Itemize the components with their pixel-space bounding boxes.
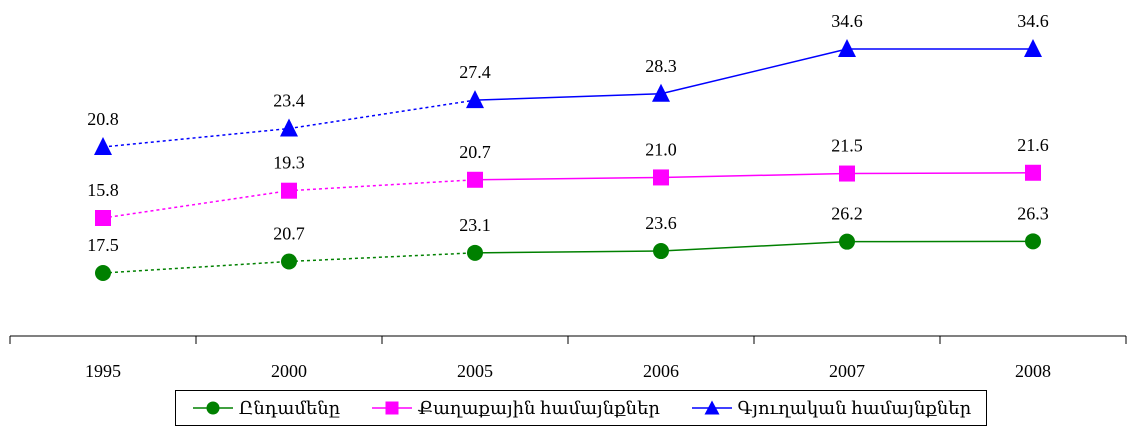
legend-item-total: Ընդամենը — [191, 398, 340, 419]
data-point — [653, 243, 669, 260]
data-label: 21.6 — [1017, 135, 1049, 155]
x-tick-label: 2008 — [1015, 361, 1051, 381]
data-label: 27.4 — [459, 62, 491, 82]
data-point — [839, 165, 855, 182]
x-tick-label: 2006 — [643, 361, 679, 381]
series-line-segment — [288, 99, 476, 130]
data-label: 23.1 — [459, 215, 491, 235]
data-point — [652, 83, 670, 102]
series-line-segment — [660, 240, 848, 252]
data-point — [280, 118, 298, 137]
data-point — [1025, 164, 1041, 181]
data-point — [839, 233, 855, 250]
data-label: 23.6 — [645, 213, 677, 233]
series-line-segment — [474, 93, 662, 101]
data-label: 34.6 — [1017, 11, 1049, 31]
data-label: 17.5 — [87, 235, 119, 255]
data-point — [466, 90, 484, 109]
series-line-segment — [102, 127, 290, 148]
data-point — [653, 169, 669, 186]
series-group — [94, 39, 1042, 281]
data-label: 26.2 — [831, 204, 863, 224]
data-label: 34.6 — [831, 11, 863, 31]
data-label: 28.3 — [645, 56, 677, 76]
legend-marker-square-icon — [371, 401, 412, 415]
data-label: 20.7 — [273, 223, 305, 243]
data-point — [94, 137, 112, 155]
x-tick-label: 2007 — [829, 361, 865, 381]
data-point — [1025, 233, 1041, 250]
data-point — [281, 253, 297, 270]
x-tick-label: 1995 — [85, 361, 121, 381]
data-label: 15.8 — [87, 180, 119, 200]
data-label: 23.4 — [273, 91, 305, 111]
series-line-segment — [474, 250, 662, 254]
series-line-segment — [846, 172, 1034, 175]
data-point — [467, 171, 483, 188]
x-tick-label: 2005 — [457, 361, 493, 381]
series-line-segment — [474, 176, 662, 181]
data-label: 20.8 — [87, 109, 119, 129]
legend-label-rural: Գյուղական համայնքներ — [737, 397, 972, 418]
data-point — [281, 182, 297, 199]
data-label: 20.7 — [459, 142, 491, 162]
series-line-segment — [288, 179, 476, 192]
series-line-segment — [288, 252, 476, 263]
data-label: 19.3 — [273, 153, 305, 173]
legend-item-urban: Քաղաքային համայնքներ — [370, 398, 660, 419]
legend-item-rural: Գյուղական համայնքներ — [690, 397, 972, 419]
legend-marker-circle-icon — [192, 401, 233, 415]
x-axis: 1995 2000 2005 2006 2007 2008 — [9, 335, 1127, 381]
data-label: 26.3 — [1017, 203, 1049, 223]
data-labels: 17.5 20.7 23.1 23.6 26.2 26.3 15.8 19.3 20.7 21.0… — [87, 11, 1049, 255]
data-point — [467, 244, 483, 261]
x-tick-label: 2000 — [271, 361, 307, 381]
legend-marker-triangle-icon — [691, 400, 732, 415]
legend: Ընդամենը Քաղաքային համայնքներ Գյուղական … — [175, 390, 987, 426]
data-point — [95, 210, 111, 226]
series-line-segment — [102, 189, 290, 219]
data-label: 21.0 — [645, 139, 677, 159]
legend-label-total: Ընդամենը — [238, 397, 341, 418]
series-line-segment — [660, 48, 848, 95]
legend-label-urban: Քաղաքային համայնքներ — [417, 397, 660, 418]
data-point — [838, 39, 856, 58]
data-point — [95, 265, 111, 281]
data-label: 21.5 — [831, 136, 863, 156]
series-line-segment — [660, 172, 848, 179]
series-line-segment — [102, 260, 290, 274]
data-point — [1024, 39, 1042, 58]
